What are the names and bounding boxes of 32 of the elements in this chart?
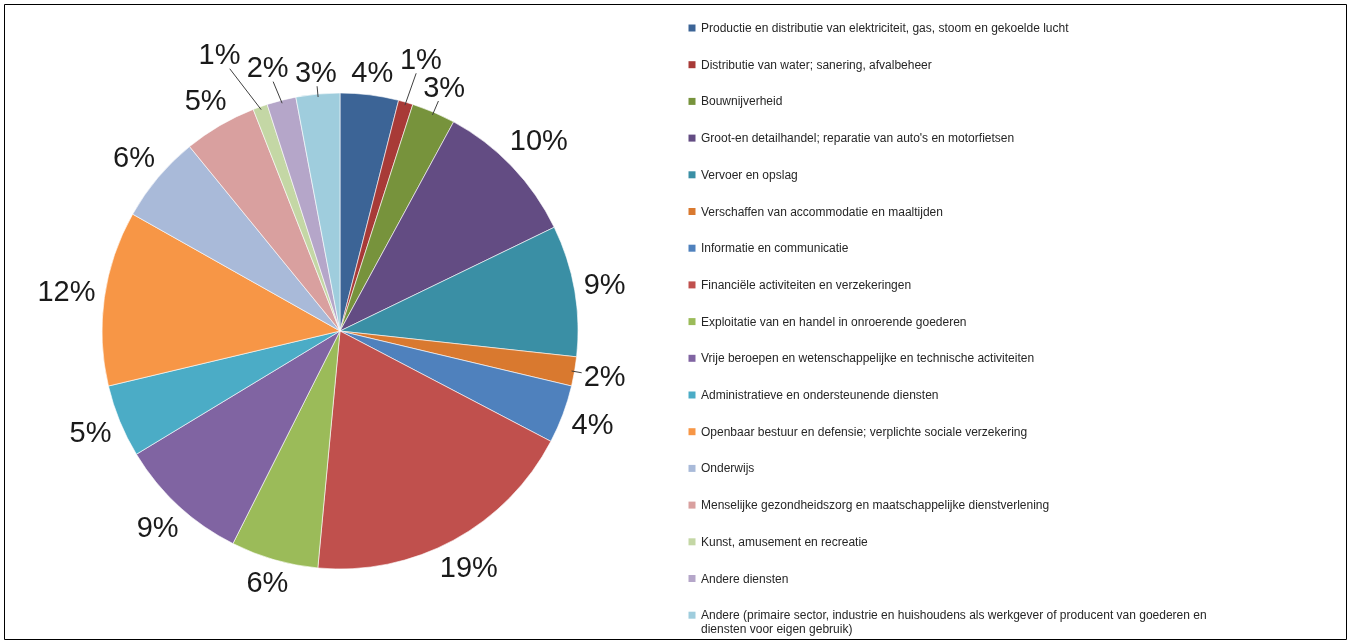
legend-label: Groot-en detailhandel; reparatie van auto's en motorfietsen	[701, 131, 1015, 146]
data-label: 5%	[69, 416, 112, 449]
legend-label: Andere diensten	[701, 571, 789, 586]
data-label: 19%	[439, 551, 498, 584]
legend-label: Informatie en communicatie	[701, 241, 849, 256]
data-label: 2%	[246, 51, 289, 84]
legend-label: Exploitatie van en handel in onroerende goederen	[701, 314, 967, 329]
data-label: 2%	[583, 359, 626, 392]
legend-label: Vrije beroepen en wetenschappelijke en technische activiteiten	[701, 351, 1035, 366]
legend-label: Bouwnijverheid	[701, 94, 783, 109]
data-label: 3%	[294, 55, 337, 88]
legend-label: Productie en distributie van elektriciteit, gas, stoom en gekoelde lucht	[701, 21, 1070, 35]
data-label: 12%	[37, 275, 96, 308]
legend-label: Vervoer en opslag	[701, 167, 798, 182]
data-label: 1%	[198, 38, 241, 71]
data-label: 5%	[184, 84, 227, 117]
legend-label: Kunst, amusement en recreatie	[701, 534, 869, 549]
data-label: 4%	[351, 56, 394, 89]
data-label: 6%	[113, 140, 155, 173]
data-label: 10%	[509, 124, 568, 157]
legend-label: Distributie van water; sanering, afvalbeheer	[701, 57, 932, 72]
data-label: 9%	[136, 511, 179, 544]
data-label: 4%	[571, 408, 614, 441]
legend-label: Onderwijs	[701, 461, 755, 476]
legend-label: Verschaffen van accommodatie en maaltijden	[701, 204, 943, 219]
legend-label: Menselijke gezondheidszorg en maatschappelijke dienstverlening	[701, 498, 1050, 513]
legend-label: Openbaar bestuur en defensie; verplichte sociale verzekering	[701, 424, 1028, 439]
legend-label: Andere (primaire sector, industrie en huishoudens als werkgever of producent van goederen en diensten voor eigen gebruik)	[701, 608, 1207, 637]
data-label: 6%	[246, 566, 289, 599]
legend-label: Financiële activiteiten en verzekeringen	[701, 277, 912, 292]
legend-label: Administratieve en ondersteunende diensten	[701, 388, 939, 402]
data-label: 9%	[583, 268, 626, 301]
